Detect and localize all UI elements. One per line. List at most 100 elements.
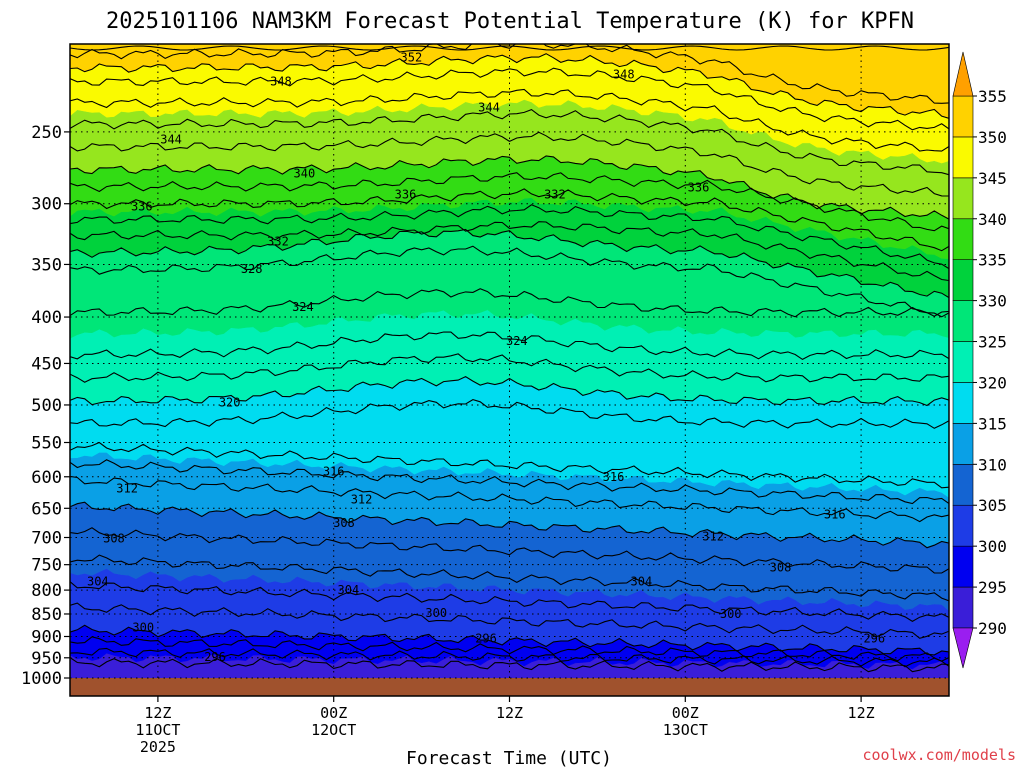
contour-label-text: 336 [688, 181, 710, 195]
contour-label-text: 296 [863, 632, 885, 646]
y-tick-label: 550 [31, 433, 62, 453]
contour-label-text: 348 [270, 75, 292, 89]
contour-label: 304 [87, 575, 109, 589]
contour-label-text: 312 [351, 493, 373, 507]
y-tick-label: 450 [31, 354, 62, 374]
contour-label: 332 [267, 234, 289, 248]
y-tick-label: 250 [31, 123, 62, 143]
x-tick-label: 11OCT [135, 721, 180, 739]
contour-label: 320 [219, 396, 241, 410]
colorbar-swatch [952, 300, 974, 342]
colorbar-swatch [952, 423, 974, 465]
contour-label: 336 [131, 199, 153, 213]
isentrope-line [70, 108, 949, 176]
contour-label-text: 320 [219, 396, 241, 410]
x-tick-label: 12Z [144, 704, 171, 722]
contour-label-text: 308 [333, 516, 355, 530]
colorbar-label: 345 [978, 169, 1007, 188]
isentrope-line [70, 624, 949, 656]
colorbar-label: 325 [978, 333, 1007, 352]
contour-label-text: 296 [475, 632, 497, 646]
contour-label-text: 300 [425, 606, 447, 620]
contour-label-text: 308 [770, 560, 792, 574]
isentrope-line [70, 554, 949, 602]
colorbar-swatch [952, 586, 974, 629]
colorbar-label: 310 [978, 455, 1007, 474]
isentrope-line [70, 172, 949, 232]
chart-title: 2025101106 NAM3KM Forecast Potential Tem… [106, 9, 914, 34]
x-tick-label: 12Z [848, 704, 875, 722]
colorbar-label: 290 [978, 619, 1007, 638]
isentrope-line [70, 441, 949, 489]
contour-label-text: 296 [204, 650, 226, 664]
y-tick-label: 900 [31, 627, 62, 647]
contour-label: 324 [292, 300, 314, 314]
isentrope-line [70, 657, 949, 673]
contour-label: 316 [323, 464, 345, 478]
colorbar-swatch [952, 218, 974, 260]
contour-label-text: 328 [241, 262, 263, 276]
colorbar-swatch [952, 177, 974, 220]
isentrope-line [70, 375, 949, 407]
isentrope-line [70, 204, 949, 270]
contour-label: 316 [603, 470, 625, 484]
colorbar-label: 305 [978, 496, 1007, 515]
contour-label: 296 [204, 650, 226, 664]
isentrope-line [70, 88, 949, 152]
isentrope-line [70, 245, 949, 317]
y-tick-label: 600 [31, 468, 62, 488]
x-axis-label: Forecast Time (UTC) [406, 748, 612, 768]
contour-label-text: 316 [603, 470, 625, 484]
isentrope-line [70, 581, 949, 623]
colorbar-swatch [952, 136, 974, 179]
contour-label-text: 316 [824, 507, 846, 521]
isentrope-line [70, 155, 949, 220]
isentrope-line [70, 221, 949, 282]
contour-label: 352 [401, 51, 423, 65]
isentrope-line [70, 228, 949, 299]
contour-label-text: 316 [323, 464, 345, 478]
contour-label: 312 [351, 493, 373, 507]
contour-label-text: 336 [395, 187, 417, 201]
y-tick-label: 700 [31, 528, 62, 548]
y-tick-label: 950 [31, 649, 62, 669]
colorbar-label: 295 [978, 578, 1007, 597]
colorbar: 290 295 300 305 310 315 320 325 330 335 340 345 350 3… [952, 51, 1007, 669]
isentrope-contours [70, 44, 949, 673]
contour-label-text: 352 [401, 51, 423, 65]
isentrope-line [70, 67, 949, 131]
contour-label: 348 [270, 75, 292, 89]
isentrope-line [70, 45, 949, 51]
colorbar-swatch [952, 504, 974, 547]
contour-label: 296 [863, 632, 885, 646]
isentrope-line [70, 288, 949, 318]
contour-label: 300 [425, 606, 447, 620]
colorbar-swatch [952, 382, 974, 424]
contour-label-text: 344 [160, 133, 182, 147]
y-tick-label: 400 [31, 308, 62, 328]
isentrope-line [70, 188, 949, 252]
colorbar-swatch [952, 464, 974, 506]
contour-label: 340 [294, 167, 316, 181]
colorbar-swatch [952, 259, 974, 301]
contour-label: 304 [338, 583, 360, 597]
x-tick-label: 12Z [496, 704, 523, 722]
contour-label: 300 [720, 607, 742, 621]
colorbar-swatch [952, 341, 974, 383]
contour-label-text: 332 [267, 234, 289, 248]
contour-label: 344 [478, 101, 500, 115]
contour-label-text: 304 [631, 575, 653, 589]
colorbar-label: 355 [978, 87, 1007, 106]
colorbar-swatch [952, 95, 974, 138]
isentrope-line [70, 501, 949, 549]
contour-label: 296 [475, 632, 497, 646]
contour-label: 316 [824, 507, 846, 521]
contour-label: 312 [702, 529, 724, 543]
contour-label-text: 348 [613, 67, 635, 81]
contour-label: 308 [333, 516, 355, 530]
colorbar-label: 330 [978, 292, 1007, 311]
isentrope-line [70, 602, 949, 639]
isentrope-line [70, 44, 949, 104]
